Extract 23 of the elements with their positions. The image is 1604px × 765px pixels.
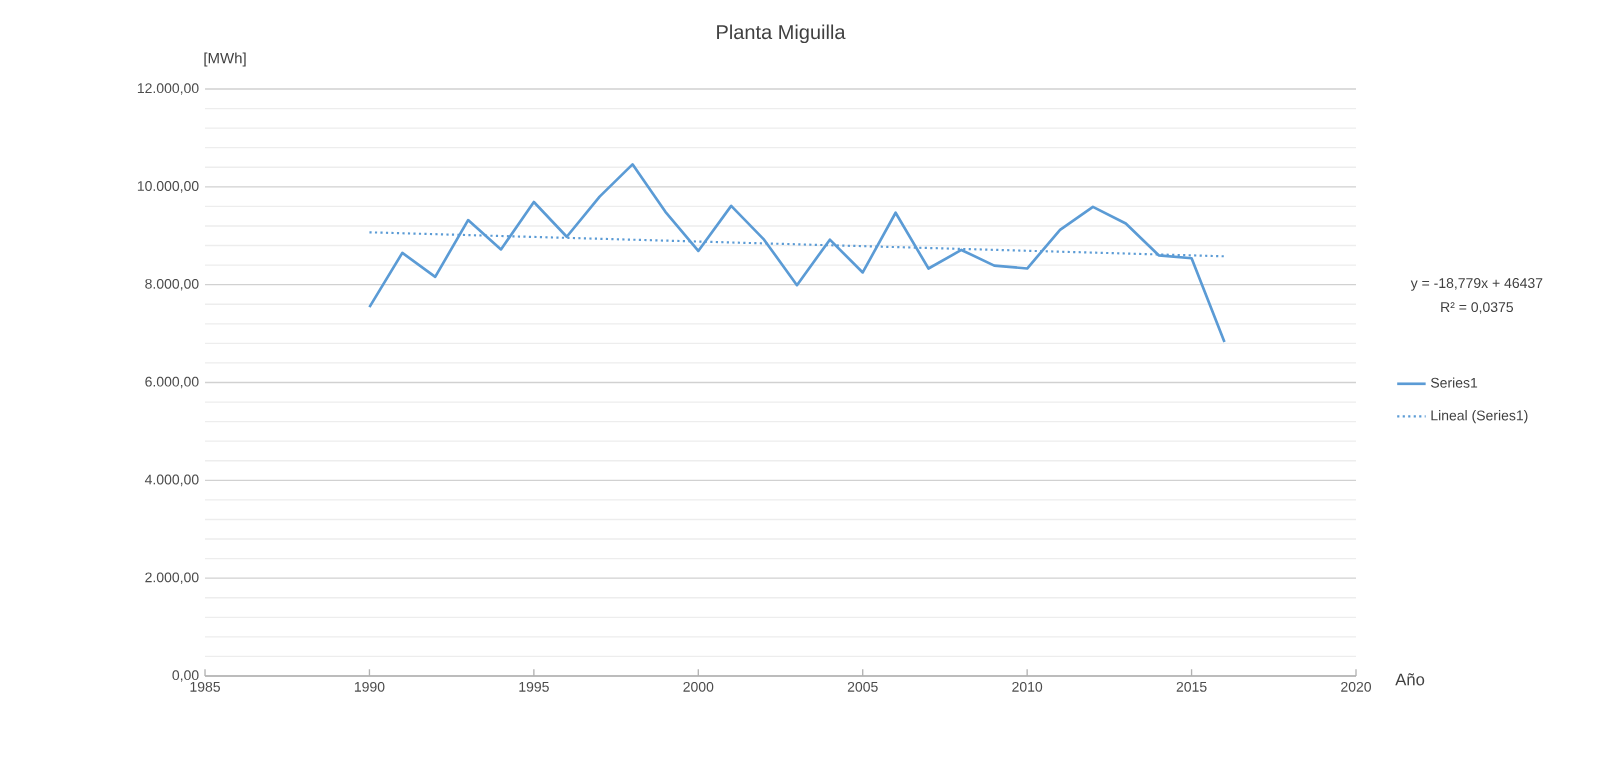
x-tick-label: 1985 <box>190 681 221 692</box>
y-tick-label: 10.000,00 <box>137 181 199 193</box>
y-tick-label: 0,00 <box>172 670 199 682</box>
y-tick-label: 6.000,00 <box>145 376 199 389</box>
x-tick-label: 2010 <box>1012 681 1043 692</box>
text: y = -18,779x + 46437 <box>1410 278 1543 291</box>
x-tick-label: 1995 <box>519 681 549 692</box>
y-tick-label: 2.000,00 <box>145 572 199 584</box>
x-tick-label: 2015 <box>1176 681 1207 692</box>
legend-label: Series1 <box>1430 377 1478 388</box>
x-axis-title: Año <box>1395 673 1425 686</box>
x-tick-label: 2000 <box>683 681 714 692</box>
x-tick-label: 2020 <box>1341 681 1372 692</box>
y-tick-label: 8.000,00 <box>145 278 199 291</box>
y-tick-label: 4.000,00 <box>144 474 199 487</box>
text: R² = 0,0375 <box>1441 302 1514 314</box>
line-series <box>368 162 1226 344</box>
legend-label: Lineal (Series1) <box>1431 410 1528 424</box>
x-tick-label: 2005 <box>847 681 878 692</box>
chart-title: Planta Miguilla <box>717 24 846 44</box>
x-tick-label: 1990 <box>354 681 385 692</box>
y-axis-title: [MWh] <box>204 52 246 67</box>
y-tick-label: 12.000,00 <box>137 83 199 95</box>
